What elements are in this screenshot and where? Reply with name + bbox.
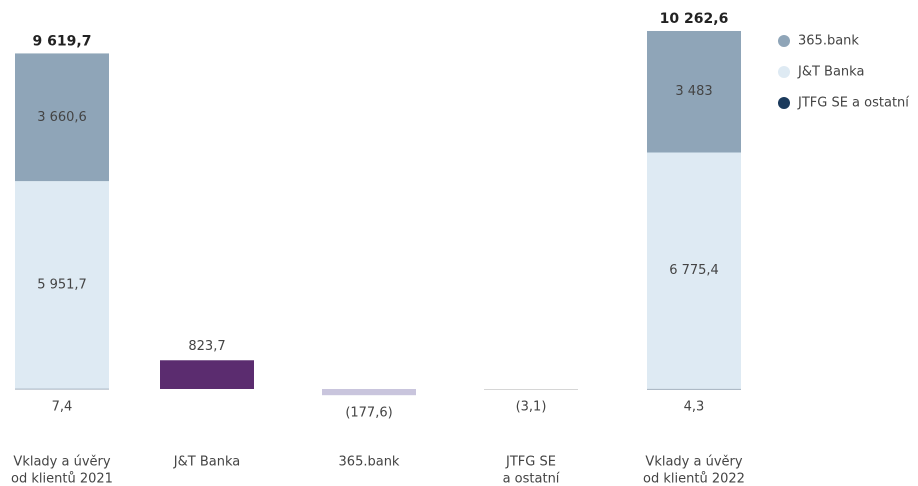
bar-segment xyxy=(15,53,109,182)
value-label: 4,3 xyxy=(684,400,705,415)
x-tick-label: od klientů 2021 xyxy=(11,472,113,486)
x-tick-label: 365.bank xyxy=(339,455,400,470)
value-label: 7,4 xyxy=(52,400,73,415)
value-label: 5 951,7 xyxy=(37,277,87,292)
x-tick-label: Vklady a úvěry xyxy=(645,455,742,470)
bar-segment xyxy=(15,181,109,389)
value-label: 6 775,4 xyxy=(669,263,719,278)
legend-swatch xyxy=(778,66,790,78)
change-bar xyxy=(160,360,254,389)
bar-segment xyxy=(647,30,741,153)
total-label: 10 262,6 xyxy=(660,11,729,27)
change-bar xyxy=(322,389,416,396)
legend-label: 365.bank xyxy=(798,34,859,49)
total-label: 9 619,7 xyxy=(33,33,92,49)
x-tick-label: JTFG SE xyxy=(505,455,556,470)
x-tick-label: a ostatní xyxy=(503,472,560,486)
value-label: 823,7 xyxy=(188,339,225,354)
value-label: (177,6) xyxy=(345,406,392,421)
value-label: 3 660,6 xyxy=(37,110,87,125)
bar-segment xyxy=(647,152,741,389)
bar-segment xyxy=(15,388,109,390)
legend-swatch xyxy=(778,35,790,47)
x-tick-label: Vklady a úvěry xyxy=(13,455,110,470)
value-label: 3 483 xyxy=(675,84,712,99)
legend-label: JTFG SE a ostatní xyxy=(797,96,909,111)
legend-label: J&T Banka xyxy=(797,65,864,80)
bar-segment xyxy=(647,388,741,390)
x-tick-label: od klientů 2022 xyxy=(643,472,745,486)
legend-swatch xyxy=(778,97,790,109)
value-label: (3,1) xyxy=(516,400,547,415)
change-bar xyxy=(484,389,578,390)
x-tick-label: J&T Banka xyxy=(173,455,240,470)
